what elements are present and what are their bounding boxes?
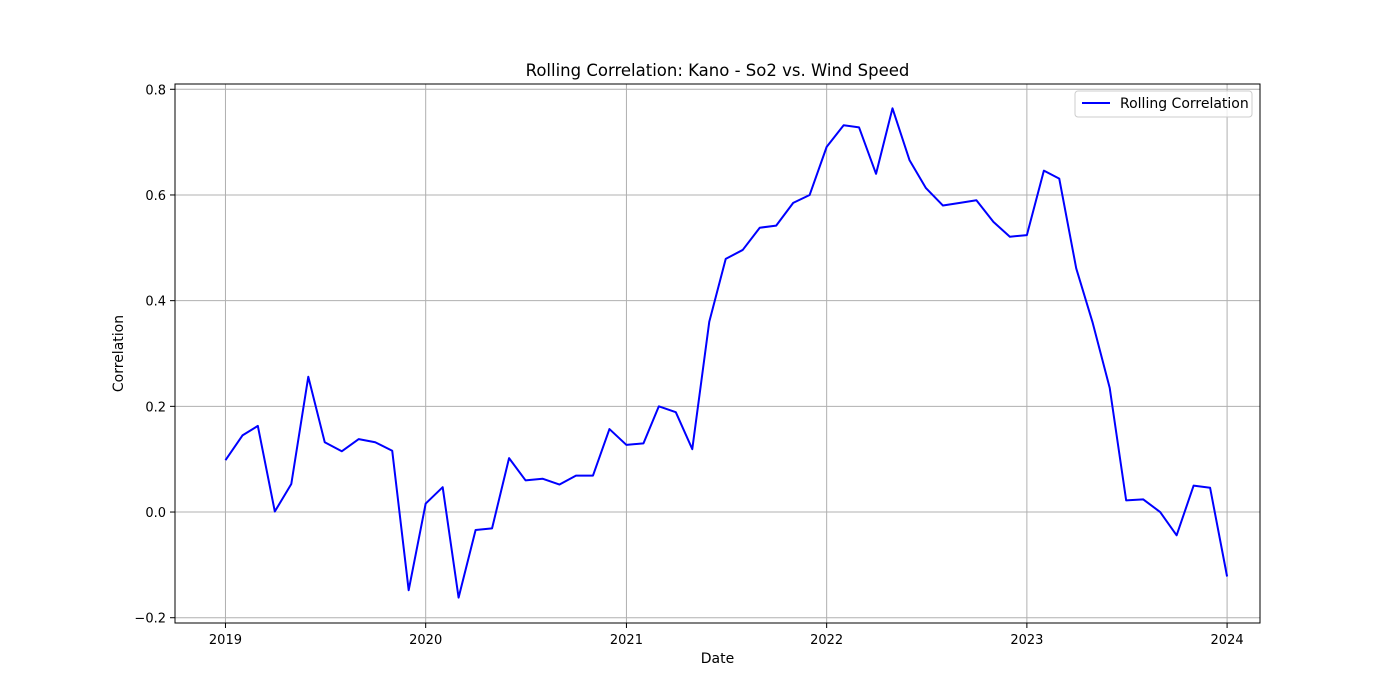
series-layer [224, 107, 1229, 599]
y-axis: −0.2 0.0 0.2 0.4 0.6 0.8 [134, 83, 175, 627]
x-tick-label: 2019 [209, 633, 242, 648]
legend-box [1074, 90, 1253, 118]
x-tick-label: 2022 [810, 633, 843, 648]
x-tick-label: 2024 [1211, 633, 1244, 648]
chart-title: Rolling Correlation: Kano - So2 vs. Wind… [526, 61, 910, 80]
y-tick-label: 0.4 [145, 295, 166, 310]
y-tick-label: 0.6 [145, 189, 166, 204]
y-tick-label: 0.2 [145, 400, 166, 415]
x-tick-label: 2023 [1010, 633, 1043, 648]
plot-frame [174, 83, 1261, 624]
x-tick-label: 2020 [409, 633, 442, 648]
series-line-rolling-correlation [224, 107, 1229, 599]
legend: Rolling Correlation [1074, 90, 1253, 118]
legend-entry-rolling-correlation: Rolling Correlation [1120, 96, 1249, 112]
x-axis: 2019 2020 2021 2022 2023 2024 [209, 623, 1244, 648]
grid [175, 84, 1260, 623]
x-axis-label: Date [701, 651, 734, 667]
y-tick-label: 0.0 [145, 506, 166, 521]
y-tick-label: 0.8 [145, 83, 166, 98]
y-axis-label: Correlation [111, 315, 127, 392]
x-tick-label: 2021 [610, 633, 643, 648]
y-tick-label: −0.2 [134, 612, 166, 627]
